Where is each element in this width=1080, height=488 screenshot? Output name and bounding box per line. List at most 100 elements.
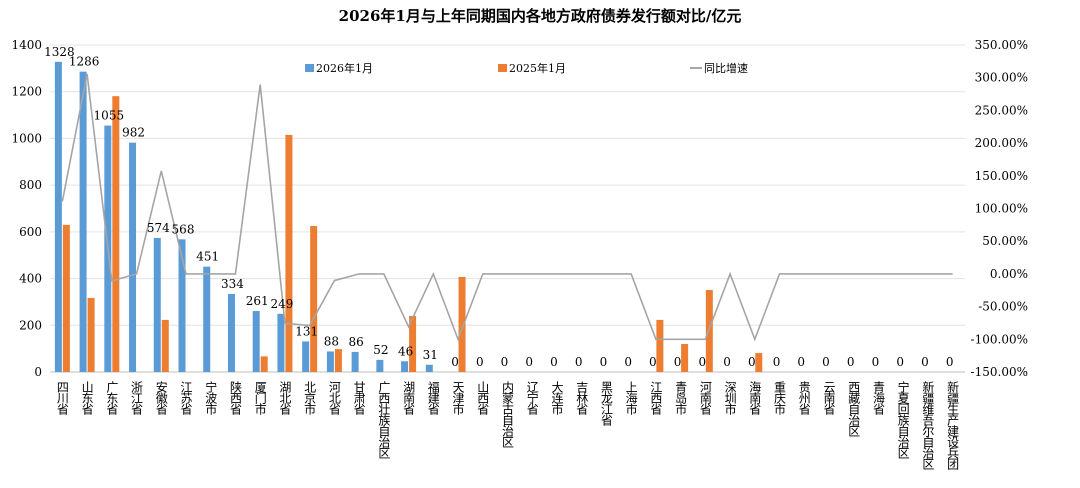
data-label: 0 (525, 355, 533, 369)
chart-title: 2026年1月与上年同期国内各地方政府债券发行额对比/亿元 (339, 7, 742, 25)
y2-tick-label: 150.00% (975, 169, 1028, 183)
data-label: 31 (423, 348, 438, 362)
x-tick-label: 江苏省 (179, 381, 193, 415)
bar-2026 (302, 341, 310, 372)
data-label: 1055 (94, 109, 125, 123)
data-label: 0 (773, 355, 781, 369)
data-label: 0 (748, 355, 756, 369)
data-label: 0 (872, 355, 880, 369)
x-tick-label: 大连市 (550, 381, 564, 415)
y2-tick-label: 0.00% (990, 267, 1028, 281)
bar-2026 (178, 239, 186, 372)
bar-2025 (285, 134, 293, 372)
bar-2025 (705, 290, 713, 372)
legend-label: 同比增速 (704, 61, 748, 75)
data-label: 0 (501, 355, 509, 369)
y2-tick-label: 200.00% (975, 136, 1028, 150)
data-label: 0 (822, 355, 830, 369)
x-tick-label: 海南省 (748, 380, 762, 415)
data-label: 0 (723, 355, 731, 369)
data-label: 0 (797, 355, 805, 369)
x-tick-label: 北京市 (303, 381, 317, 415)
data-label: 0 (946, 355, 954, 369)
legend-label: 2026年1月 (316, 61, 373, 75)
x-tick-label: 浙江省 (130, 381, 144, 415)
data-label: 568 (172, 222, 195, 236)
x-tick-label: 河北省 (327, 381, 341, 415)
x-tick-label: 四川省 (55, 381, 69, 415)
x-tick-label: 甘肃省 (352, 381, 366, 415)
bar-2025 (62, 224, 70, 372)
data-label: 0 (575, 355, 583, 369)
legend-label: 2025年1月 (509, 61, 566, 75)
data-label: 0 (699, 355, 707, 369)
bar-2026 (227, 293, 235, 372)
y-tick-label: 1200 (11, 85, 42, 99)
growth-line (61, 73, 953, 342)
y-tick-label: 800 (19, 178, 42, 192)
bar-2026 (203, 266, 211, 372)
x-tick-label: 宁波市 (204, 380, 218, 415)
bar-2026 (425, 364, 433, 372)
x-tick-label: 湖南省 (402, 380, 416, 415)
y2-tick-label: 100.00% (975, 202, 1028, 216)
data-label: 574 (147, 221, 170, 235)
x-tick-label: 青岛市 (674, 381, 688, 415)
y2-tick-label: 350.00% (975, 38, 1028, 52)
x-tick-label: 深圳市 (723, 381, 737, 415)
data-label: 0 (476, 355, 484, 369)
x-tick-label: 湖北省 (278, 380, 292, 415)
bar-2025 (334, 349, 342, 372)
y2-tick-label: 300.00% (975, 71, 1028, 85)
x-tick-label: 山西省 (476, 381, 490, 415)
y2-tick-label: -150.00% (971, 365, 1028, 379)
y2-tick-label: 250.00% (975, 103, 1028, 117)
x-tick-label: 宁夏回族自治区 (896, 380, 910, 459)
bar-2026 (153, 237, 161, 372)
data-label: 0 (896, 355, 904, 369)
bar-2025 (161, 319, 169, 372)
x-tick-label: 福建省 (426, 380, 440, 415)
x-tick-label: 西藏自治区 (847, 381, 861, 437)
x-tick-label: 广东省 (105, 381, 119, 415)
data-label: 982 (122, 126, 145, 140)
data-label: 1286 (69, 55, 100, 69)
x-tick-label: 天津市 (451, 381, 465, 415)
data-label: 52 (373, 343, 388, 357)
bar-2025 (409, 315, 417, 372)
data-label: 261 (246, 294, 269, 308)
data-label: 334 (221, 277, 244, 291)
x-tick-label: 安徽省 (154, 380, 168, 415)
x-tick-label: 上海市 (624, 381, 638, 415)
data-label: 0 (674, 355, 682, 369)
x-tick-label: 山东省 (80, 381, 94, 415)
data-label: 86 (348, 335, 363, 349)
bar-2026 (277, 313, 285, 372)
x-tick-label: 陕西省 (228, 380, 242, 415)
x-tick-label: 厦门市 (253, 381, 267, 415)
data-label: 0 (649, 355, 657, 369)
bar-2025 (656, 319, 664, 372)
data-label: 0 (847, 355, 855, 369)
y-tick-label: 600 (19, 225, 42, 239)
x-tick-label: 江西省 (649, 381, 663, 415)
x-tick-label: 新疆维吾尔自治区 (921, 380, 935, 470)
bar-2025 (681, 343, 689, 372)
bar-2026 (401, 361, 409, 372)
y-tick-label: 1400 (11, 38, 42, 52)
data-label: 0 (600, 355, 608, 369)
y-tick-label: 1000 (11, 131, 42, 145)
x-tick-label: 河南省 (698, 381, 712, 415)
bar-2026 (326, 351, 334, 372)
data-label: 0 (451, 355, 459, 369)
bar-2025 (112, 96, 120, 372)
x-tick-label: 广西壮族自治区 (377, 381, 391, 459)
data-label: 451 (196, 250, 219, 264)
y2-tick-label: -50.00% (978, 300, 1028, 314)
bar-2025 (260, 356, 268, 372)
y2-tick-label: -100.00% (971, 332, 1028, 346)
data-label: 0 (550, 355, 558, 369)
y2-tick-label: 50.00% (982, 234, 1028, 248)
x-tick-label: 贵州省 (797, 381, 811, 415)
